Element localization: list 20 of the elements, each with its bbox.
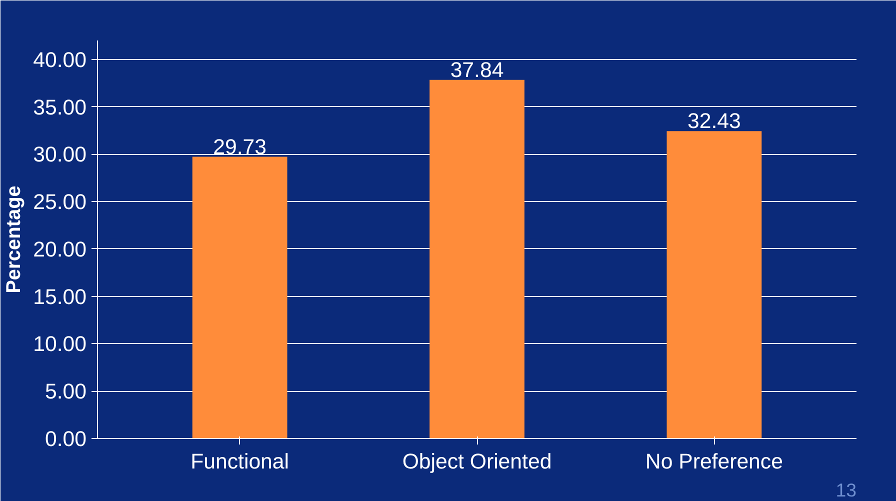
y-tick-label: 35.00 [33, 95, 87, 120]
y-tick-label: 5.00 [44, 380, 87, 404]
y-tick-label: 10.00 [33, 332, 87, 356]
x-tick-label: No Preference [645, 450, 783, 474]
data-label: 32.43 [688, 109, 741, 134]
y-tick-label: 20.00 [33, 237, 87, 262]
text: 13 [836, 480, 857, 500]
bar [192, 156, 288, 438]
y-tick-label: 40.00 [33, 48, 87, 72]
y-tick-label: 0.00 [44, 427, 87, 451]
y-tick-label: 15.00 [33, 284, 87, 309]
bar [666, 131, 762, 438]
data-label: 29.73 [213, 134, 266, 159]
y-axis-title: Percentage [3, 186, 26, 294]
bar [430, 80, 524, 438]
data-label: 37.84 [450, 58, 504, 82]
x-tick-label: Functional [190, 450, 290, 474]
x-tick-label: Object Oriented [402, 450, 552, 474]
y-tick-label: 25.00 [33, 190, 87, 214]
y-tick-label: 30.00 [33, 142, 87, 167]
